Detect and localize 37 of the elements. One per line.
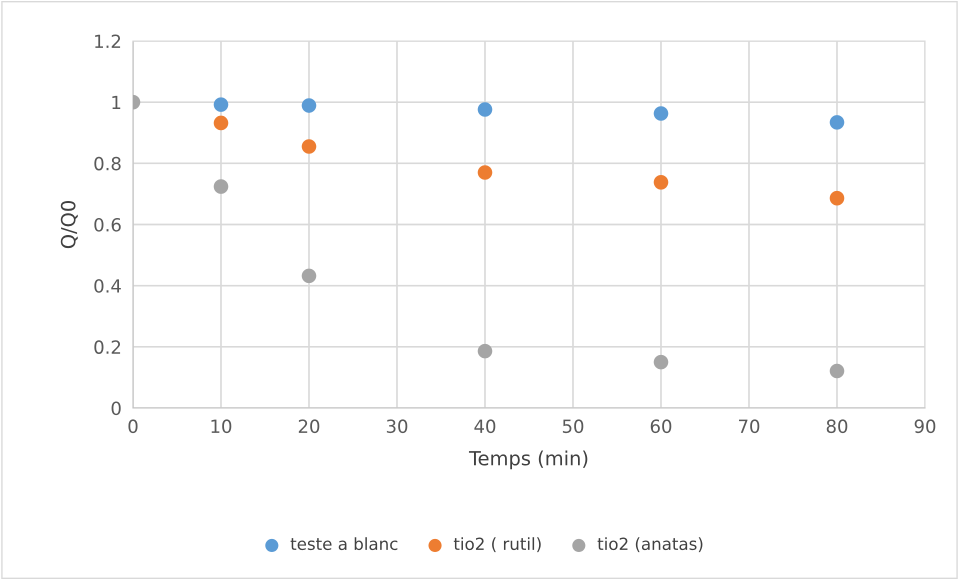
x-tick-label: 50 — [562, 419, 584, 434]
point — [830, 115, 844, 130]
point — [478, 102, 492, 117]
point — [830, 190, 844, 206]
point — [654, 354, 668, 370]
point — [654, 106, 668, 121]
y-axis-title: Q/Q0 — [60, 201, 78, 248]
x-tick-label: 20 — [298, 419, 320, 434]
point — [830, 364, 844, 378]
point — [302, 98, 316, 113]
point — [478, 344, 492, 358]
y-tick-label: 0.4 — [94, 279, 121, 293]
x-tick-label: 30 — [386, 419, 408, 434]
x-tick-label: 60 — [650, 419, 672, 434]
x-axis-title: Temps (min) — [468, 450, 588, 470]
y-tick-label: 0.2 — [94, 340, 120, 354]
y-tick-label: 0 — [112, 401, 121, 416]
point — [302, 268, 316, 284]
point — [654, 175, 668, 190]
y-tick-label: 0.6 — [94, 218, 121, 232]
point — [214, 179, 228, 194]
x-tick-label: 90 — [914, 419, 936, 434]
point — [214, 116, 228, 130]
x-tick-label: 40 — [474, 419, 496, 434]
legend-label: tio2 (anatas) — [598, 537, 702, 552]
point — [478, 165, 492, 180]
point — [302, 139, 316, 154]
y-tick-label: 1.2 — [95, 34, 120, 48]
legend-label: teste a blanc — [290, 537, 398, 550]
x-tick-label: 70 — [738, 419, 760, 434]
y-tick-label: 0.8 — [94, 156, 121, 170]
y-tick-label: 1 — [112, 96, 120, 110]
point — [214, 97, 228, 112]
legend-label: tio2 ( rutil) — [454, 537, 541, 552]
x-tick-label: 10 — [211, 419, 232, 434]
x-tick-label: 0 — [128, 419, 138, 434]
x-tick-label: 80 — [826, 419, 848, 434]
